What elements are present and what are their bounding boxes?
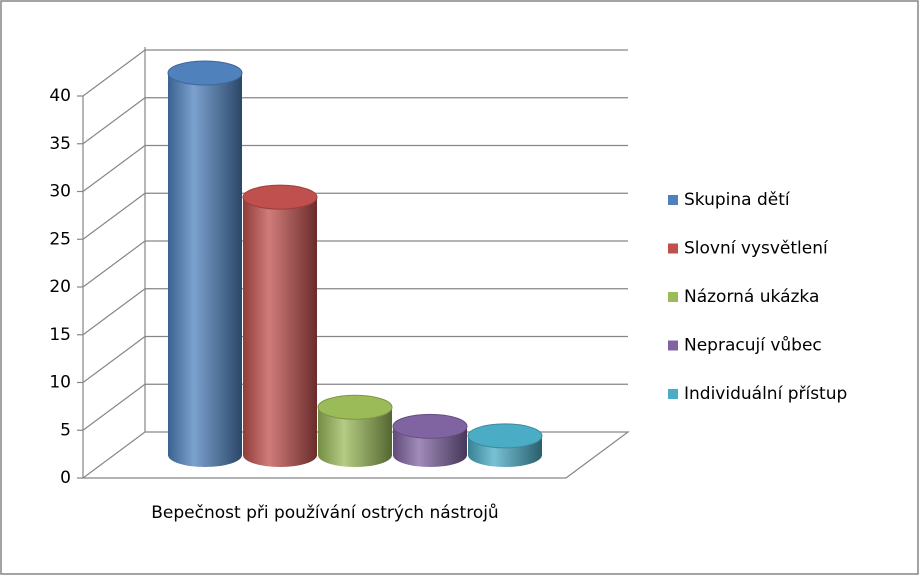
y-tick-label: 35 bbox=[49, 134, 71, 154]
grid-line bbox=[82, 335, 628, 383]
y-tick-label: 40 bbox=[49, 86, 71, 106]
y-tick-label: 5 bbox=[60, 420, 71, 440]
legend-swatch bbox=[668, 340, 678, 351]
grid-line bbox=[82, 383, 628, 431]
cylinder-body bbox=[168, 73, 242, 467]
grid-line bbox=[82, 49, 628, 97]
grid-line bbox=[82, 288, 628, 336]
cylinder-top bbox=[392, 413, 468, 439]
legend-label: Individuální přístup bbox=[684, 384, 847, 404]
y-tick-label: 20 bbox=[49, 277, 71, 297]
y-tick-label: 30 bbox=[49, 182, 71, 202]
legend-label: Nepracují vůbec bbox=[684, 336, 822, 356]
legend-swatch bbox=[668, 195, 678, 205]
grid-line bbox=[82, 97, 628, 145]
cylinder-body bbox=[318, 407, 392, 467]
y-tick-label: 25 bbox=[49, 229, 71, 249]
y-tick-label: 15 bbox=[49, 325, 71, 345]
cylinder-top bbox=[467, 423, 543, 449]
x-tick-label: Bepečnost při používání ostrých nástrojů bbox=[151, 503, 499, 523]
grid-line bbox=[82, 144, 628, 192]
cylinder-top bbox=[167, 60, 243, 86]
cylinder-body bbox=[243, 197, 317, 467]
legend-swatch bbox=[668, 389, 678, 399]
legend-swatch bbox=[668, 243, 678, 254]
grid-line bbox=[82, 240, 628, 288]
y-tick-label: 0 bbox=[60, 468, 71, 488]
legend-label: Názorná ukázka bbox=[684, 287, 819, 307]
legend-label: Slovní vysvětlení bbox=[684, 239, 829, 259]
grid-line bbox=[82, 192, 628, 240]
legend-swatch bbox=[668, 292, 678, 302]
cylinder-top bbox=[317, 394, 393, 420]
legend-label: Skupina dětí bbox=[684, 190, 791, 210]
cylinder-top bbox=[242, 184, 318, 210]
y-tick-label: 10 bbox=[49, 373, 71, 393]
